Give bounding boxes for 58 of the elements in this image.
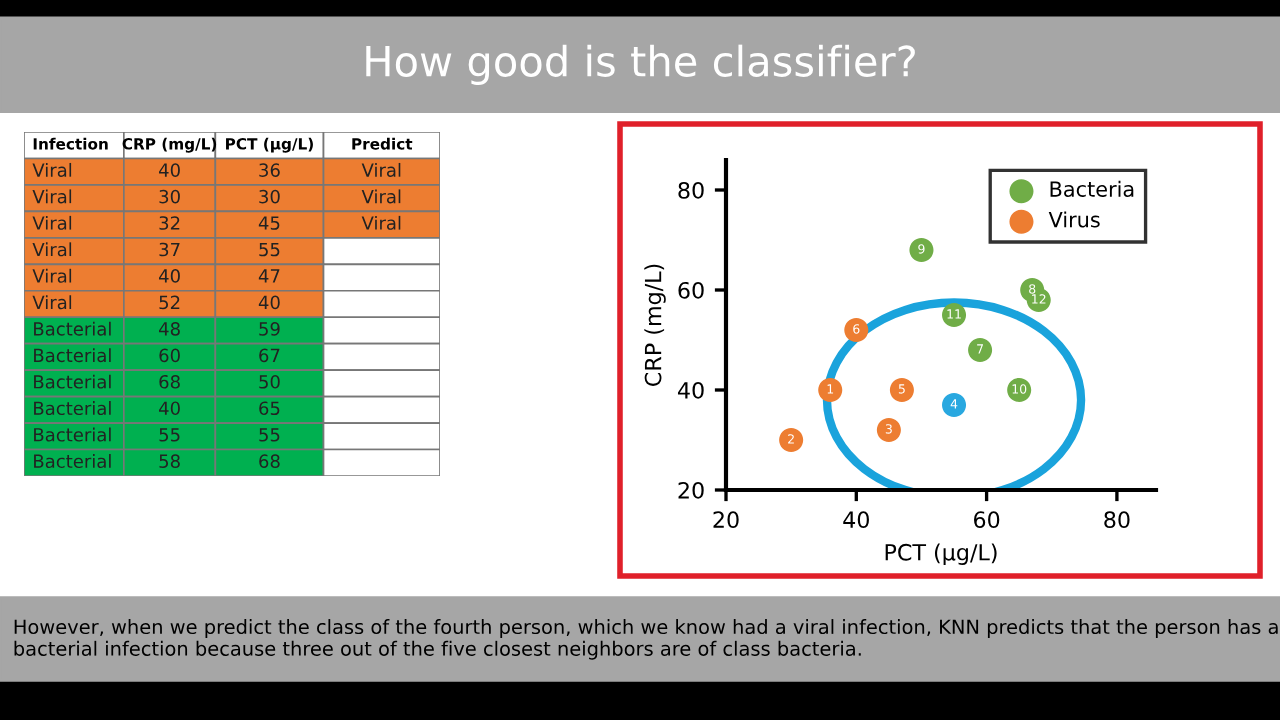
- text: 65: [259, 401, 280, 416]
- text: Bacterial: [34, 321, 111, 336]
- point: [968, 337, 993, 363]
- text: 37: [159, 242, 180, 257]
- text: 36: [259, 163, 280, 177]
- point: [779, 427, 804, 453]
- text: Viral: [32, 215, 72, 230]
- legend-label: Virus: [1048, 211, 1100, 228]
- text: Viral: [32, 242, 72, 257]
- text: Viral: [32, 162, 72, 177]
- text: 50: [259, 374, 280, 389]
- text: 32: [159, 216, 180, 230]
- text: Bacterial: [34, 401, 111, 416]
- text: Viral: [32, 189, 72, 204]
- text: However, when we predict the class of the fourth person, which we know had a viral infection, KNN predicts that the person has a bacterial infection because three out of the five closest neighbors are of class bacteria.: [14, 619, 1278, 660]
- text: 40: [258, 295, 280, 310]
- text: Bacterial: [34, 454, 111, 469]
- text: 68: [259, 454, 280, 469]
- text: 40: [159, 269, 180, 283]
- text: 55: [259, 428, 280, 442]
- x-tick-label: 80: [1104, 511, 1130, 529]
- text: 40: [159, 401, 180, 416]
- point: [876, 417, 901, 443]
- text: Bacterial: [34, 427, 111, 442]
- text: 68: [159, 374, 180, 389]
- x-tick-label: 60: [974, 511, 1000, 529]
- y-tick-label: 80: [678, 181, 704, 199]
- text: Bacterial: [34, 374, 111, 389]
- text: 60: [159, 348, 180, 363]
- y-tick-label: 40: [677, 381, 704, 399]
- legend-label: Bacteria: [1050, 180, 1134, 197]
- text: 59: [259, 322, 280, 336]
- text: 52: [159, 295, 180, 310]
- text: 45: [258, 216, 280, 230]
- text: 67: [259, 348, 280, 363]
- y-axis-title: CRP (mg/L): [644, 264, 666, 386]
- text: Viral: [32, 268, 72, 283]
- x-tick-label: 20: [713, 511, 739, 529]
- y-tick-label: 20: [678, 481, 704, 499]
- text: Viral: [32, 295, 72, 310]
- text: Viral: [361, 162, 401, 177]
- text: Viral: [361, 215, 401, 230]
- text: 58: [159, 454, 180, 469]
- text: 47: [258, 269, 280, 283]
- text: 30: [159, 189, 180, 204]
- text: 30: [259, 189, 280, 204]
- x-tick-label: 40: [843, 511, 869, 529]
- text: 40: [159, 163, 180, 177]
- point: [818, 377, 843, 403]
- chart-title: How good is the classifier?: [366, 44, 915, 85]
- y-tick-label: 60: [678, 281, 704, 299]
- text: Bacterial: [34, 348, 111, 363]
- x-axis-title: PCT (µg/L): [885, 543, 997, 565]
- text: 48: [159, 322, 180, 336]
- text: Viral: [361, 189, 401, 204]
- point: [889, 377, 914, 403]
- text: 55: [259, 242, 280, 257]
- text: 55: [159, 428, 180, 442]
